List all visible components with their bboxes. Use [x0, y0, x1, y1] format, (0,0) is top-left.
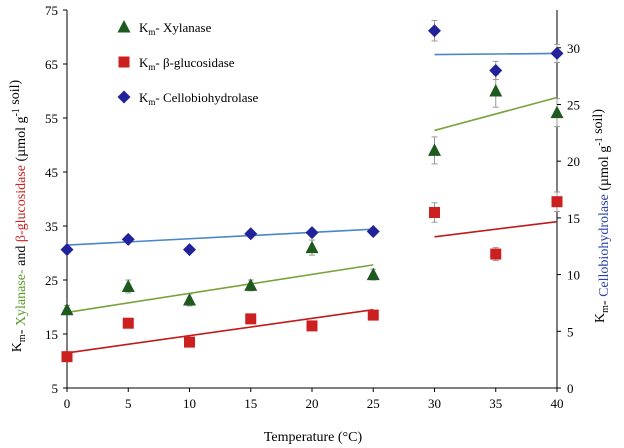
glucosidase-point — [184, 336, 195, 348]
x-axis-title: Temperature (°C) — [264, 430, 363, 445]
cellobiohydrolase-point — [366, 224, 380, 238]
y-left-tick-label: 25 — [45, 273, 58, 288]
xylanase-point — [489, 84, 503, 97]
y-right-tick-label: 30 — [567, 41, 580, 56]
x-tick-label: 25 — [367, 396, 380, 411]
y-right-tick-label: 25 — [567, 97, 580, 112]
y-left-tick-label: 75 — [45, 3, 58, 18]
cellobiohydrolase-point — [244, 227, 258, 241]
y-right-axis-title: Km- Cellobiohydrolase (µmol g-1 soil) — [591, 109, 612, 323]
glucosidase-point — [429, 207, 440, 218]
glucosidase-point — [245, 313, 257, 325]
trend-lines — [66, 52, 558, 354]
y-left-tick-label: 35 — [45, 219, 58, 234]
error-bars — [64, 20, 560, 360]
xylanase-point — [550, 105, 564, 119]
y-left-tick-label: 15 — [45, 327, 58, 342]
y-left-tick-label: 65 — [45, 57, 58, 72]
x-tick-label: 15 — [244, 396, 257, 411]
y-right-tick-label: 5 — [567, 324, 574, 339]
cellobiohydrolase-point — [121, 232, 135, 246]
data-points — [60, 24, 564, 363]
x-tick-label: 20 — [306, 396, 319, 411]
glucosidase-trendline-2 — [434, 220, 558, 238]
glucosidase-point — [551, 196, 563, 208]
xylanase-point — [428, 143, 441, 156]
legend: Km- Xylanase Km- β-glucosidase Km- Cellobi… — [117, 20, 259, 107]
legend-glucosidase-label: Km- β-glucosidase — [139, 55, 235, 72]
legend-xylanase-label: Km- Xylanase — [139, 20, 212, 37]
xylanase-point — [305, 240, 319, 254]
xylanase-point — [183, 292, 196, 306]
x-tick-label: 10 — [183, 396, 196, 411]
cellobiohydrolase-point — [428, 24, 441, 38]
xylanase-trendline-2 — [434, 96, 558, 132]
cellobiohydrolase-point — [489, 63, 503, 77]
y-left-tick-label: 45 — [45, 165, 58, 180]
glucosidase-point — [490, 248, 502, 260]
cellobiohydrolase-trendline-1 — [66, 228, 374, 246]
y-left-tick-label: 5 — [52, 381, 59, 396]
glucosidase-point — [306, 320, 318, 332]
xylanase-point — [121, 279, 135, 292]
legend-cellobiohydrolase-label: Km- Cellobiohydrolase — [139, 90, 259, 107]
cellobiohydrolase-point — [305, 226, 319, 240]
xylanase-trendline-1 — [66, 264, 374, 314]
y-right-tick-label: 0 — [567, 381, 574, 396]
y-right-tick-label: 20 — [567, 154, 580, 169]
y-right-tick-label: 15 — [567, 211, 580, 226]
y-left-tick-label: 55 — [45, 111, 58, 126]
y-left-axis-title: Km- Xylanase- and β-glucosidase (µmol g-… — [8, 79, 29, 352]
axis-ticks: 0 5 10 15 20 25 30 35 40515253545556575051015202… — [45, 3, 580, 411]
legend-cellobiohydrolase-marker — [117, 90, 131, 104]
xylanase-point — [60, 302, 74, 316]
glucosidase-trendline-1 — [66, 308, 374, 354]
legend-xylanase-marker — [117, 20, 131, 33]
glucosidase-point — [61, 351, 73, 363]
glucosidase-point — [122, 317, 134, 329]
x-tick-label: 5 — [125, 396, 132, 411]
xylanase-point — [366, 267, 380, 281]
cellobiohydrolase-point — [550, 46, 564, 60]
cellobiohydrolase-point — [60, 243, 74, 257]
cellobiohydrolase-trendline-2 — [434, 52, 558, 56]
cellobiohydrolase-point — [183, 243, 196, 257]
y-right-tick-label: 10 — [567, 268, 580, 283]
x-tick-label: 0 — [64, 396, 71, 411]
glucosidase-point — [367, 309, 379, 321]
legend-glucosidase-marker — [118, 56, 130, 68]
x-tick-label: 35 — [489, 396, 502, 411]
xylanase-point — [244, 278, 258, 291]
x-tick-label: 40 — [551, 396, 564, 411]
x-tick-label: 30 — [428, 396, 441, 411]
